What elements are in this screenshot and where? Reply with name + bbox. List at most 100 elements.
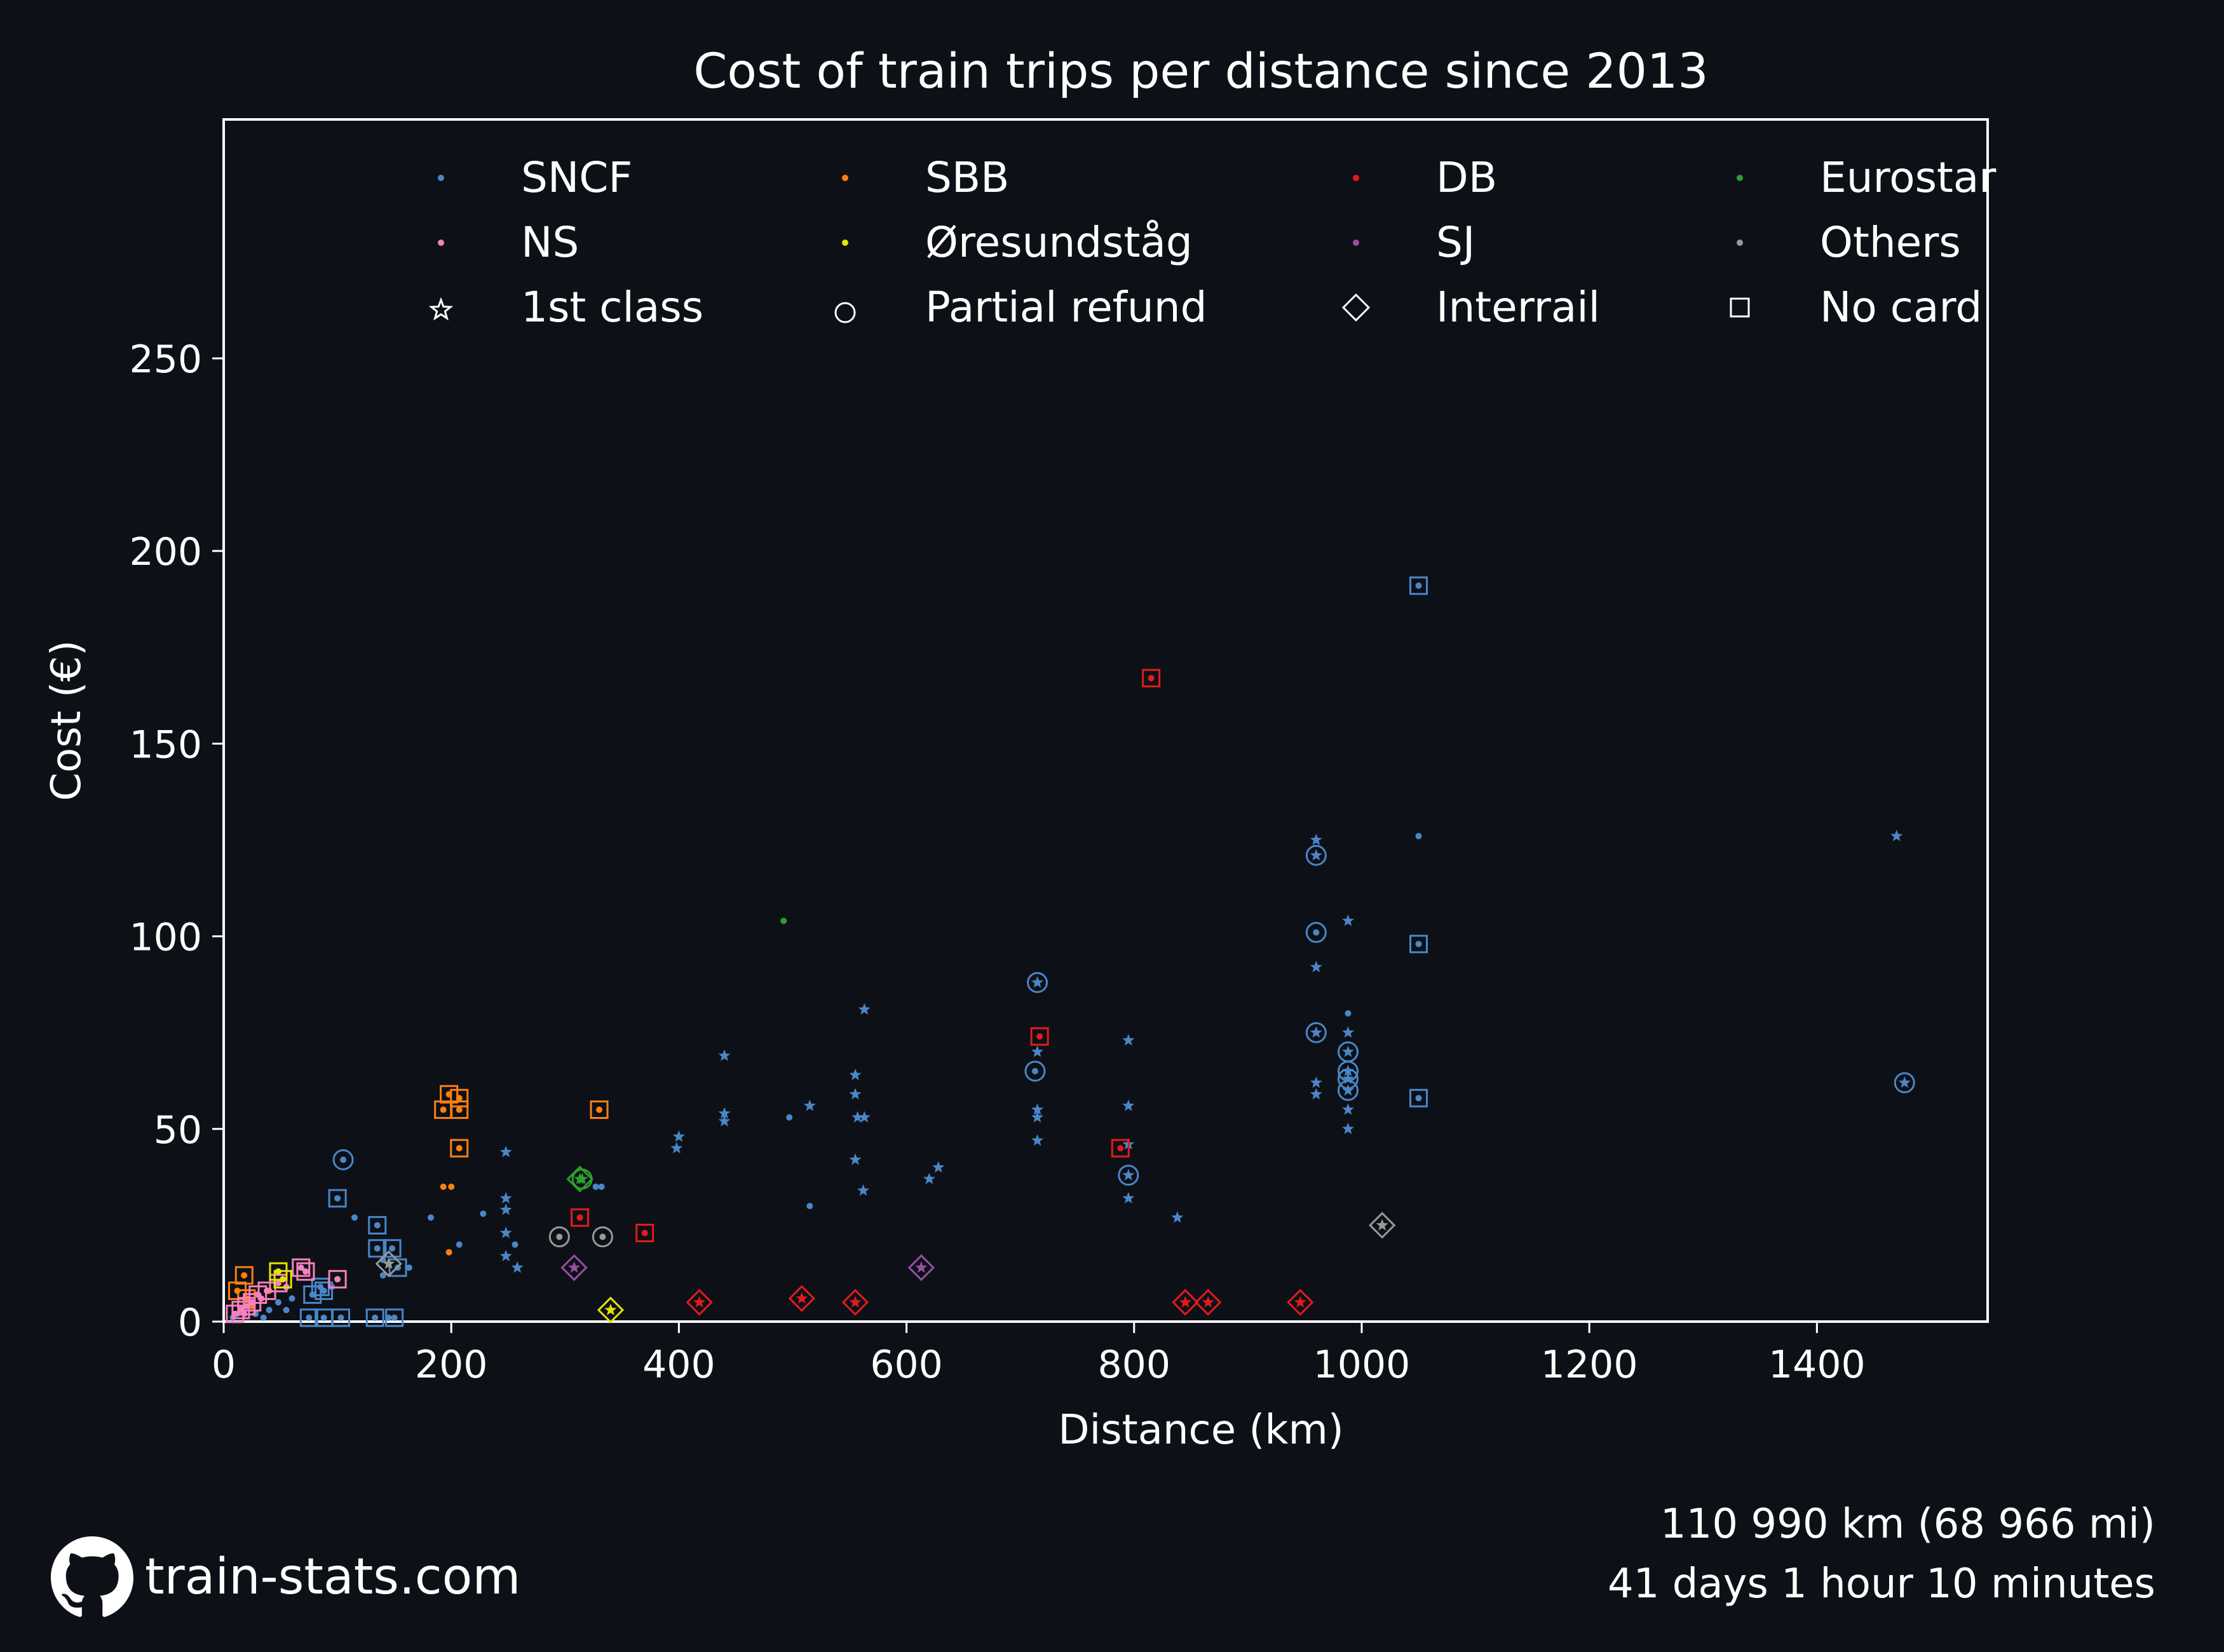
data-point: [405, 1264, 412, 1271]
dot-marker: [280, 1276, 287, 1283]
star-marker: [858, 1111, 871, 1123]
dot-marker: [456, 1095, 463, 1102]
data-point: [440, 1183, 447, 1190]
data-point: [499, 1191, 512, 1203]
dot-marker: [231, 1310, 238, 1317]
data-point: [1369, 1212, 1396, 1239]
legend-item: SNCF: [438, 153, 632, 202]
no-card-marker: [590, 1100, 609, 1119]
chart-title: Cost of train trips per distance since 2…: [693, 43, 1708, 99]
no-card-marker: [292, 1258, 311, 1277]
star-marker: [511, 1261, 524, 1273]
data-point: [1031, 1134, 1044, 1146]
data-point: [296, 1262, 315, 1281]
star-marker: [672, 1130, 685, 1142]
legend-item: SBB: [842, 153, 1009, 202]
data-point: [315, 1281, 334, 1300]
star-marker: [1031, 1134, 1044, 1146]
github-icon[interactable]: [51, 1536, 133, 1619]
dot-marker: [297, 1264, 304, 1271]
data-point: [331, 1308, 350, 1327]
data-point: [571, 1208, 590, 1227]
refund-marker: [1305, 922, 1327, 944]
data-point: [932, 1161, 945, 1173]
dot-marker: [598, 1183, 605, 1190]
data-point: [1310, 1076, 1322, 1088]
star-marker: [1171, 1211, 1184, 1223]
x-axis: 0 200 400 600 800 1000 1200 1400: [212, 1322, 1866, 1387]
data-point: [385, 1314, 392, 1321]
data-point: [1027, 972, 1048, 993]
refund-marker: [1337, 1080, 1359, 1101]
dot-marker: [241, 1272, 248, 1279]
dot-marker: [374, 1245, 381, 1252]
data-point: [1122, 1099, 1135, 1111]
star-marker: [1898, 1076, 1911, 1088]
dot-marker: [243, 1303, 250, 1310]
no-card-marker: [273, 1269, 292, 1289]
data-point: [571, 1168, 593, 1190]
no-card-marker: [328, 1269, 347, 1289]
data-point: [303, 1285, 322, 1304]
interrail-marker: [1172, 1289, 1199, 1316]
interrail-marker: [375, 1250, 402, 1278]
dot-marker: [309, 1291, 316, 1298]
dot-marker: [556, 1233, 563, 1240]
data-point: [718, 1114, 731, 1127]
data-point: [450, 1100, 469, 1119]
star-marker: [932, 1161, 945, 1173]
data-point: [1195, 1289, 1222, 1316]
dot-marker: [260, 1314, 267, 1321]
legend-dot-icon: [1737, 175, 1743, 181]
data-point: [1342, 1103, 1354, 1115]
data-point: [548, 1226, 570, 1248]
star-marker: [1376, 1219, 1388, 1231]
legend-label: Others: [1820, 218, 1961, 267]
legend-item: 1st class: [428, 283, 703, 332]
dot-marker: [576, 1214, 583, 1221]
no-card-marker: [450, 1139, 469, 1158]
star-marker: [858, 1003, 871, 1015]
data-point: [1310, 834, 1322, 846]
data-point: [1345, 1010, 1352, 1017]
dot-marker: [374, 1222, 381, 1229]
refund-marker: [1305, 844, 1327, 866]
no-card-marker: [368, 1239, 387, 1258]
no-card-marker: [1111, 1139, 1130, 1158]
data-point: [241, 1310, 248, 1317]
legend-item: SJ: [1353, 218, 1475, 267]
data-point: [1894, 1072, 1915, 1093]
star-marker: [1031, 976, 1044, 988]
dot-marker: [480, 1210, 487, 1217]
site-link[interactable]: train-stats.com: [145, 1548, 521, 1606]
star-marker: [1890, 829, 1903, 841]
data-point: [499, 1203, 512, 1215]
no-card-marker: [450, 1088, 469, 1107]
interrail-marker: [788, 1285, 815, 1312]
duration-total: 41 days 1 hour 10 minutes: [1607, 1561, 2155, 1608]
legend-dot-icon: [1353, 240, 1359, 246]
data-point: [1337, 1080, 1359, 1101]
data-point: [907, 1254, 935, 1282]
no-card-marker: [1142, 668, 1161, 687]
y-axis-label: Cost (€): [43, 640, 90, 801]
dot-marker: [334, 1195, 341, 1202]
star-marker: [1031, 1045, 1044, 1057]
data-point: [299, 1308, 318, 1327]
no-card-marker: [365, 1308, 384, 1327]
star-marker: [1342, 1026, 1354, 1038]
x-tick-label: 600: [870, 1343, 943, 1387]
dot-marker: [1036, 1033, 1043, 1040]
dot-marker: [445, 1249, 452, 1256]
dot-marker: [351, 1214, 358, 1221]
interrail-marker: [597, 1296, 625, 1324]
star-marker: [1342, 1103, 1354, 1115]
dot-marker: [440, 1106, 447, 1113]
dot-marker: [258, 1295, 265, 1302]
dot-marker: [1415, 582, 1422, 589]
legend-label: NS: [521, 218, 579, 267]
dot-marker: [302, 1268, 309, 1275]
interrail-marker: [1369, 1212, 1396, 1239]
no-card-marker: [1409, 935, 1428, 954]
star-marker: [693, 1296, 706, 1308]
